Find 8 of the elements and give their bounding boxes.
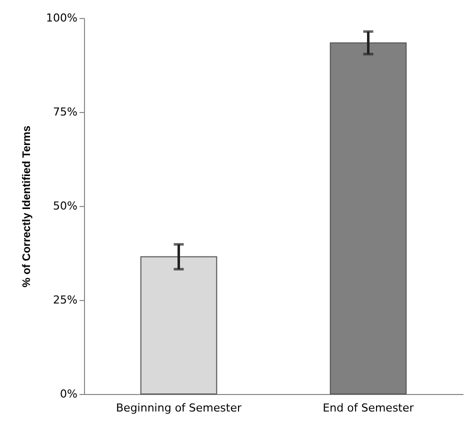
y-axis-title: % of Correctly Identified Terms [21,126,34,288]
y-tick-label: 0% [60,388,78,400]
y-tick-label: 25% [53,294,78,306]
x-tick-label: End of Semester [322,402,414,414]
y-tick-label: 100% [46,12,78,24]
y-tick-label: 50% [53,200,78,212]
y-tick-label: 75% [53,106,78,118]
x-tick-label: Beginning of Semester [116,402,242,414]
